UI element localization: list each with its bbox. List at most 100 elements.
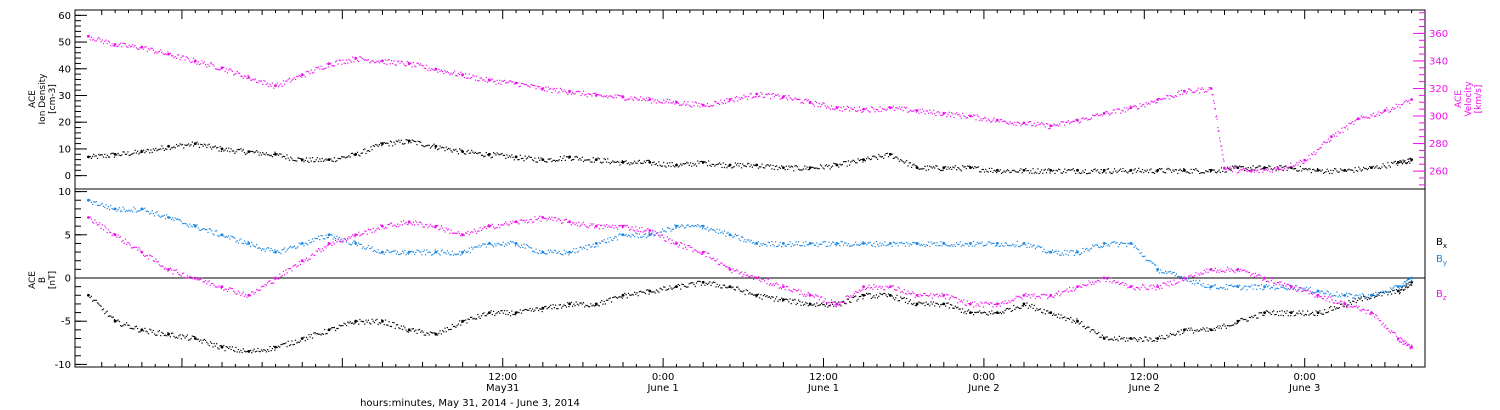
data-dot xyxy=(1173,96,1175,98)
data-dot xyxy=(590,161,592,163)
data-dot xyxy=(898,242,901,244)
data-dot xyxy=(700,103,702,105)
data-dot xyxy=(1369,166,1371,168)
data-point xyxy=(1183,168,1186,172)
data-dot xyxy=(1247,285,1249,287)
data-dot xyxy=(527,157,529,159)
data-dot xyxy=(161,331,163,334)
data-dot xyxy=(640,236,642,238)
data-dot xyxy=(1363,294,1365,296)
data-dot xyxy=(976,114,978,116)
data-dot xyxy=(325,333,327,335)
data-dot xyxy=(674,103,676,105)
data-dot xyxy=(1093,169,1095,171)
data-dot xyxy=(1084,169,1086,171)
data-dot xyxy=(1275,313,1277,316)
data-point xyxy=(568,220,571,224)
data-dot xyxy=(395,64,397,66)
data-dot xyxy=(525,84,527,86)
data-dot xyxy=(164,267,167,269)
data-dot xyxy=(1265,310,1267,312)
data-dot xyxy=(484,243,486,245)
data-dot xyxy=(1144,255,1146,257)
data-dot xyxy=(358,61,360,63)
data-dot xyxy=(207,63,209,66)
data-dot xyxy=(251,291,253,293)
data-dot xyxy=(146,148,148,150)
data-dot xyxy=(517,244,519,246)
data-dot xyxy=(766,245,768,247)
data-dot xyxy=(808,168,811,170)
data-dot xyxy=(533,310,535,312)
data-dot xyxy=(1297,313,1299,315)
data-dot xyxy=(105,311,107,313)
data-dot xyxy=(1383,110,1385,112)
data-dot xyxy=(799,99,801,101)
data-dot xyxy=(759,279,761,281)
data-dot xyxy=(522,157,524,159)
data-dot xyxy=(575,91,577,93)
data-dot xyxy=(157,214,159,216)
data-dot xyxy=(608,95,610,97)
data-dot xyxy=(1369,297,1371,299)
data-dot xyxy=(412,140,414,142)
data-dot xyxy=(303,74,305,76)
data-dot xyxy=(700,225,702,227)
data-dot xyxy=(1062,254,1065,256)
data-point xyxy=(407,250,411,254)
data-dot xyxy=(1381,112,1383,115)
data-dot xyxy=(1003,170,1005,172)
data-dot xyxy=(472,231,474,233)
data-dot xyxy=(536,161,538,163)
data-dot xyxy=(501,244,503,246)
data-dot xyxy=(420,63,422,65)
data-dot xyxy=(190,61,192,64)
data-dot xyxy=(677,102,679,104)
data-dot xyxy=(529,246,531,249)
data-dot xyxy=(1243,168,1246,170)
data-dot xyxy=(710,284,712,286)
data-dot xyxy=(668,288,670,290)
data-dot xyxy=(963,115,965,117)
data-dot xyxy=(1303,168,1305,170)
data-dot xyxy=(1178,169,1180,171)
data-dot xyxy=(683,285,685,287)
data-dot xyxy=(1271,169,1274,171)
data-dot xyxy=(1214,284,1216,286)
data-dot xyxy=(273,345,275,347)
data-dot xyxy=(748,239,750,241)
data-dot xyxy=(308,334,310,336)
data-dot xyxy=(472,74,474,76)
data-dot xyxy=(750,239,752,241)
data-dot xyxy=(1173,170,1175,172)
data-dot xyxy=(522,246,524,248)
data-dot xyxy=(873,108,875,110)
data-dot xyxy=(795,165,797,167)
data-dot xyxy=(1094,168,1096,170)
data-dot xyxy=(164,53,167,55)
data-dot xyxy=(1407,158,1409,160)
data-dot xyxy=(747,163,749,165)
data-dot xyxy=(403,325,405,327)
data-dot xyxy=(428,251,430,253)
data-dot xyxy=(870,297,873,299)
data-dot xyxy=(1140,171,1142,173)
data-dot xyxy=(279,252,281,254)
data-dot xyxy=(1171,171,1173,173)
data-dot xyxy=(764,167,766,169)
data-dot xyxy=(781,246,783,248)
data-dot xyxy=(1016,171,1018,173)
data-dot xyxy=(860,244,862,246)
data-dot xyxy=(592,93,594,95)
data-dot xyxy=(1290,284,1292,286)
data-dot xyxy=(234,350,236,352)
data-dot xyxy=(791,299,794,301)
data-dot xyxy=(404,142,406,145)
data-dot xyxy=(1066,121,1068,123)
data-dot xyxy=(372,145,374,147)
data-dot xyxy=(1329,141,1331,143)
data-dot xyxy=(627,226,630,228)
data-dot xyxy=(1189,280,1191,283)
data-dot xyxy=(576,90,578,92)
data-dot xyxy=(614,225,616,227)
